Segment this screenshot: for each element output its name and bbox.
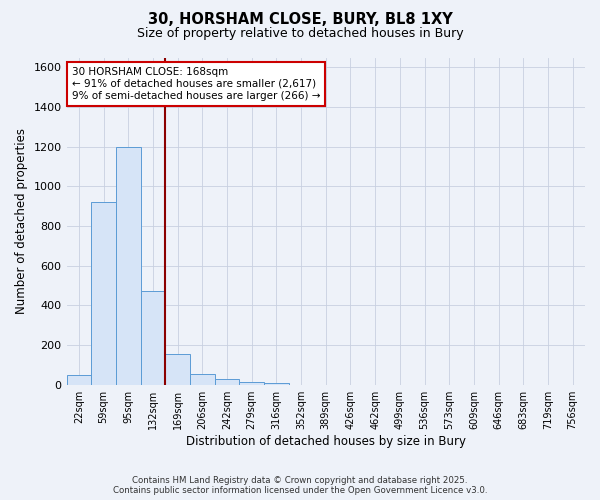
Bar	[215, 379, 239, 384]
Text: Size of property relative to detached houses in Bury: Size of property relative to detached ho…	[137, 28, 463, 40]
Bar	[91, 202, 116, 384]
Bar	[116, 146, 140, 384]
Text: 30 HORSHAM CLOSE: 168sqm
← 91% of detached houses are smaller (2,617)
9% of semi: 30 HORSHAM CLOSE: 168sqm ← 91% of detach…	[72, 68, 320, 100]
Bar	[165, 354, 190, 384]
Text: Contains HM Land Registry data © Crown copyright and database right 2025.
Contai: Contains HM Land Registry data © Crown c…	[113, 476, 487, 495]
X-axis label: Distribution of detached houses by size in Bury: Distribution of detached houses by size …	[186, 434, 466, 448]
Bar	[67, 375, 91, 384]
Bar	[264, 382, 289, 384]
Bar	[190, 374, 215, 384]
Bar	[239, 382, 264, 384]
Bar	[140, 290, 165, 384]
Y-axis label: Number of detached properties: Number of detached properties	[15, 128, 28, 314]
Text: 30, HORSHAM CLOSE, BURY, BL8 1XY: 30, HORSHAM CLOSE, BURY, BL8 1XY	[148, 12, 452, 28]
